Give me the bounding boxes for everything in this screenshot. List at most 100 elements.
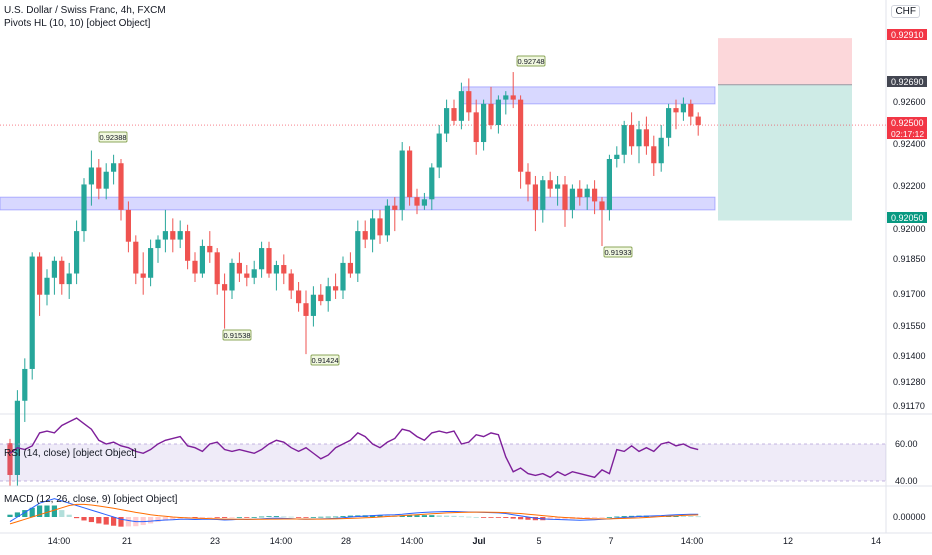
- macd-histogram-bar: [621, 516, 627, 517]
- candle-body: [540, 180, 546, 210]
- candle-body: [399, 150, 405, 210]
- candle-body: [688, 103, 694, 117]
- macd-histogram-bar: [296, 517, 302, 518]
- time-tick-label: 14:00: [681, 536, 704, 546]
- macd-histogram-bar: [614, 516, 620, 518]
- time-tick-label: 14:00: [48, 536, 71, 546]
- macd-histogram-bar: [251, 517, 257, 518]
- candle-body: [481, 103, 487, 143]
- candle-body: [673, 108, 679, 113]
- time-tick-label: Jul: [472, 536, 485, 546]
- candle-body: [355, 231, 361, 274]
- pivot-label: 0.91538: [223, 331, 250, 340]
- pivot-label-box: [222, 329, 252, 341]
- time-tick-label: 14:00: [401, 536, 424, 546]
- signal-line: [9, 503, 699, 525]
- candle-body: [125, 209, 131, 242]
- macd-histogram-bar: [488, 517, 494, 518]
- macd-histogram-bar: [444, 515, 450, 517]
- macd-histogram-bar: [458, 516, 464, 518]
- candle-body: [22, 368, 28, 401]
- candle-body: [251, 269, 257, 278]
- candle-body: [466, 91, 472, 113]
- macd-histogram-bar: [236, 517, 242, 518]
- macd-histogram-bar: [429, 515, 435, 517]
- macd-histogram-bar: [140, 517, 146, 526]
- price-highlight-box: [887, 117, 927, 139]
- macd-histogram-bar: [222, 517, 228, 518]
- candle-body: [488, 103, 494, 126]
- macd-histogram-bar: [347, 515, 353, 517]
- candle-body: [362, 231, 368, 240]
- candle-body: [236, 262, 242, 274]
- candle-body: [244, 273, 250, 278]
- price-tick-label: 0.91550: [893, 321, 926, 331]
- macd-histogram-bar: [562, 517, 568, 520]
- macd-histogram-bar: [96, 517, 102, 524]
- pivot-label: 0.91424: [311, 356, 338, 365]
- candle-body: [495, 99, 501, 126]
- pivot-label-box: [98, 131, 128, 143]
- macd-histogram-bar: [66, 514, 72, 517]
- price-highlight-label: 0.92690: [891, 77, 924, 87]
- macd-histogram-bar: [125, 517, 131, 527]
- candle-body: [7, 443, 13, 475]
- candle-body: [259, 248, 265, 270]
- pivot-label: 0.91933: [604, 248, 631, 257]
- price-tick-label: 0.92200: [893, 181, 926, 191]
- macd-histogram-bar: [81, 517, 87, 521]
- time-tick-label: 14:00: [270, 536, 293, 546]
- price-tick-label: 0.91400: [893, 351, 926, 361]
- symbol-title[interactable]: U.S. Dollar / Swiss Franc, 4h, FXCM: [4, 5, 166, 16]
- candle-body: [288, 273, 294, 291]
- price-highlight-box: [887, 76, 927, 87]
- candle-body: [562, 184, 568, 210]
- rsi-legend[interactable]: RSI (14, close) [object Object]: [4, 448, 137, 459]
- candle-body: [207, 245, 213, 253]
- candle-body: [636, 129, 642, 147]
- macd-histogram-bar: [29, 507, 35, 517]
- candle-body: [473, 112, 479, 143]
- candle-body: [606, 159, 612, 210]
- price-highlight-label: 0.92500: [891, 118, 924, 128]
- candle-body: [118, 163, 124, 210]
- macd-histogram-bar: [325, 516, 331, 518]
- pivot-legend[interactable]: Pivots HL (10, 10) [object Object]: [4, 18, 151, 29]
- macd-histogram-bar: [103, 517, 109, 525]
- macd-tick-label: 0.00000: [893, 512, 926, 522]
- macd-histogram-bar: [207, 517, 213, 518]
- macd-histogram-bar: [111, 517, 117, 526]
- macd-histogram-bar: [436, 515, 442, 517]
- rsi-tick-label: 40.00: [895, 476, 918, 486]
- time-tick-label: 12: [783, 536, 793, 546]
- candle-body: [333, 286, 339, 291]
- candle-body: [318, 294, 324, 302]
- macd-histogram-bar: [592, 517, 598, 518]
- candle-body: [303, 303, 309, 316]
- macd-histogram-bar: [170, 517, 176, 520]
- candle-body: [451, 108, 457, 121]
- candle-body: [96, 167, 102, 189]
- macd-line: [9, 498, 699, 523]
- candle-body: [680, 103, 686, 113]
- macd-histogram-bar: [14, 512, 20, 517]
- pivot-label: 0.92388: [99, 133, 126, 142]
- candle-body: [214, 252, 220, 285]
- candle-body: [518, 99, 524, 172]
- macd-histogram-bar: [7, 514, 13, 517]
- candle-body: [525, 171, 531, 185]
- macd-legend[interactable]: MACD (12, 26, close, 9) [object Object]: [4, 494, 178, 505]
- candle-body: [273, 265, 279, 274]
- candle-body: [407, 150, 413, 198]
- candle-body: [532, 184, 538, 210]
- macd-histogram-bar: [510, 517, 516, 519]
- macd-histogram-bar: [407, 515, 413, 517]
- candle-body: [384, 205, 390, 236]
- time-tick-label: 5: [536, 536, 541, 546]
- currency-button[interactable]: CHF: [891, 5, 920, 18]
- macd-histogram-bar: [599, 517, 605, 518]
- macd-histogram-bar: [44, 505, 50, 517]
- candle-body: [155, 239, 161, 249]
